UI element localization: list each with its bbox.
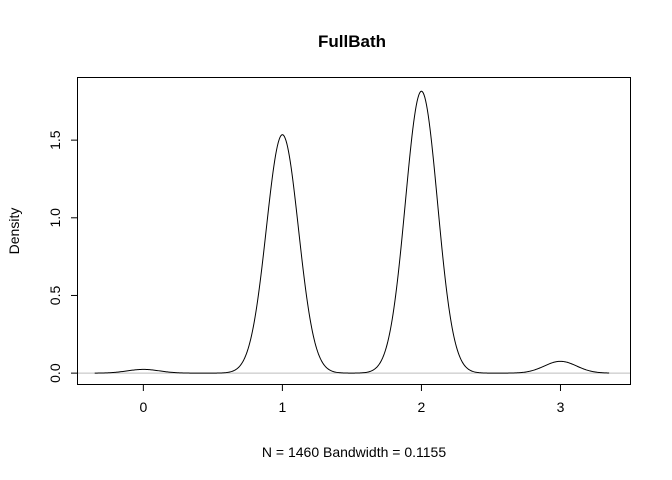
plot-frame <box>77 77 631 385</box>
y-tick-label-0: 0.0 <box>47 363 63 383</box>
x-tick-label-3: 3 <box>557 399 565 415</box>
y-axis: 0.0 0.5 1.0 1.5 <box>47 130 78 383</box>
x-axis: 0 1 2 3 <box>139 384 565 415</box>
y-tick-label-3: 1.5 <box>47 130 63 150</box>
chart-title: FullBath <box>318 32 386 51</box>
x-tick-label-1: 1 <box>278 399 286 415</box>
y-axis-label: Density <box>6 208 22 255</box>
x-tick-label-2: 2 <box>418 399 426 415</box>
x-axis-label: N = 1460 Bandwidth = 0.1155 <box>262 444 446 460</box>
density-curve <box>94 90 610 374</box>
x-tick-label-0: 0 <box>139 399 147 415</box>
y-tick-label-2: 1.0 <box>47 208 63 228</box>
y-tick-label-1: 0.5 <box>47 286 63 306</box>
